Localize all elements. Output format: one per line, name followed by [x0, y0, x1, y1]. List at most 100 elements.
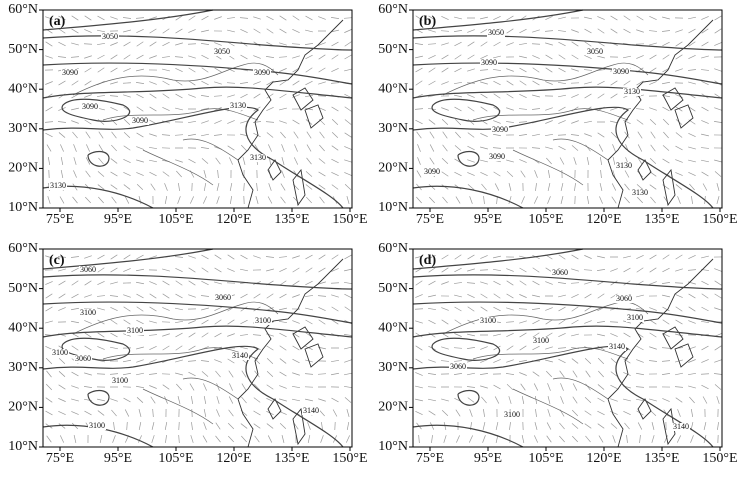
- wind-vector: [149, 386, 156, 389]
- contour-line: [432, 99, 500, 121]
- wind-vector: [662, 282, 670, 283]
- wind-vector: [468, 133, 474, 138]
- wind-vector: [85, 120, 92, 124]
- wind-vector: [201, 255, 208, 259]
- wind-vector: [176, 281, 183, 286]
- wind-vector: [292, 386, 300, 387]
- wind-vector: [636, 295, 644, 297]
- wind-vector: [678, 196, 681, 203]
- wind-vector: [610, 385, 617, 389]
- wind-vector: [214, 43, 221, 46]
- wind-vector: [507, 94, 514, 98]
- wind-vector: [84, 320, 91, 323]
- wind-vector: [598, 384, 604, 389]
- wind-vector: [204, 183, 205, 191]
- wind-vector: [85, 16, 92, 20]
- wind-vector: [175, 160, 183, 163]
- wind-vector: [417, 132, 422, 138]
- wind-vector: [494, 294, 501, 299]
- wind-vector: [483, 422, 485, 430]
- wind-vector: [585, 294, 592, 298]
- wind-vector: [98, 411, 104, 416]
- x-tick-label: 105°E: [158, 451, 193, 466]
- wind-vector: [305, 374, 313, 375]
- wind-vector: [480, 82, 488, 84]
- wind-vector: [519, 43, 527, 44]
- wind-vector: [573, 371, 577, 378]
- wind-vector: [214, 120, 221, 123]
- contour-label: 3130: [632, 188, 648, 197]
- wind-vector: [612, 197, 616, 204]
- wind-vector: [46, 358, 52, 364]
- contour-label: 3100: [112, 376, 128, 385]
- wind-vector: [561, 196, 563, 204]
- wind-vector: [493, 359, 500, 362]
- wind-vector: [331, 398, 338, 402]
- wind-vector: [176, 171, 181, 177]
- wind-vector: [162, 42, 169, 46]
- wind-vector: [162, 269, 170, 271]
- wind-vector: [519, 373, 526, 376]
- wind-vector: [545, 121, 552, 124]
- wind-vector: [188, 29, 195, 32]
- wind-vector: [572, 145, 578, 150]
- wind-vector: [267, 132, 273, 137]
- wind-vector: [279, 57, 287, 58]
- wind-vector: [597, 256, 605, 258]
- wind-vector: [204, 422, 207, 429]
- wind-vector: [428, 399, 436, 401]
- wind-vector: [163, 94, 170, 98]
- wind-vector: [216, 423, 220, 430]
- wind-vector: [650, 185, 656, 190]
- wind-vector: [415, 411, 422, 414]
- y-tick-label: 20°N: [8, 161, 38, 176]
- contour-label: 3090: [481, 58, 497, 67]
- wind-vector: [188, 134, 196, 135]
- wind-vector: [417, 171, 421, 178]
- wind-vector: [306, 16, 313, 20]
- wind-vector: [188, 295, 196, 298]
- wind-vector: [306, 197, 311, 203]
- wind-vector: [306, 320, 313, 324]
- contour-label: 3090: [254, 68, 270, 77]
- wind-vector: [149, 147, 157, 148]
- wind-vector: [175, 373, 183, 375]
- wind-vector: [428, 320, 435, 324]
- wind-vector: [493, 121, 500, 124]
- wind-vector: [415, 109, 423, 110]
- wind-vector: [215, 320, 222, 324]
- wind-vector: [253, 17, 261, 19]
- wind-vector: [47, 371, 52, 377]
- wind-vector: [651, 132, 656, 139]
- wind-vector: [280, 372, 287, 376]
- wind-vector: [72, 81, 79, 85]
- wind-vector: [240, 334, 248, 335]
- wind-vector: [98, 333, 105, 337]
- wind-vector: [292, 256, 300, 259]
- wind-vector: [188, 361, 196, 362]
- wind-vector: [110, 282, 118, 284]
- wind-vector: [493, 334, 501, 336]
- wind-vector: [662, 42, 669, 46]
- wind-vector: [151, 397, 156, 404]
- wind-vector: [468, 42, 475, 46]
- wind-vector: [493, 256, 501, 258]
- wind-vector: [188, 95, 195, 98]
- wind-vector: [345, 55, 352, 59]
- contour-label: 3100: [480, 316, 496, 325]
- y-tick-label: 30°N: [8, 360, 38, 375]
- wind-vector: [470, 409, 473, 417]
- wind-vector: [215, 268, 222, 272]
- wind-vector: [71, 268, 78, 272]
- wind-vector: [520, 281, 527, 285]
- wind-vector: [532, 44, 540, 45]
- wind-vector: [481, 29, 488, 33]
- wind-vector: [636, 387, 644, 388]
- wind-vector: [137, 307, 144, 312]
- wind-vector: [493, 69, 501, 70]
- wind-vector: [308, 435, 310, 443]
- wind-vector: [429, 68, 436, 72]
- wind-vector: [99, 132, 103, 139]
- wind-vector: [532, 95, 540, 97]
- wind-vector: [441, 361, 449, 362]
